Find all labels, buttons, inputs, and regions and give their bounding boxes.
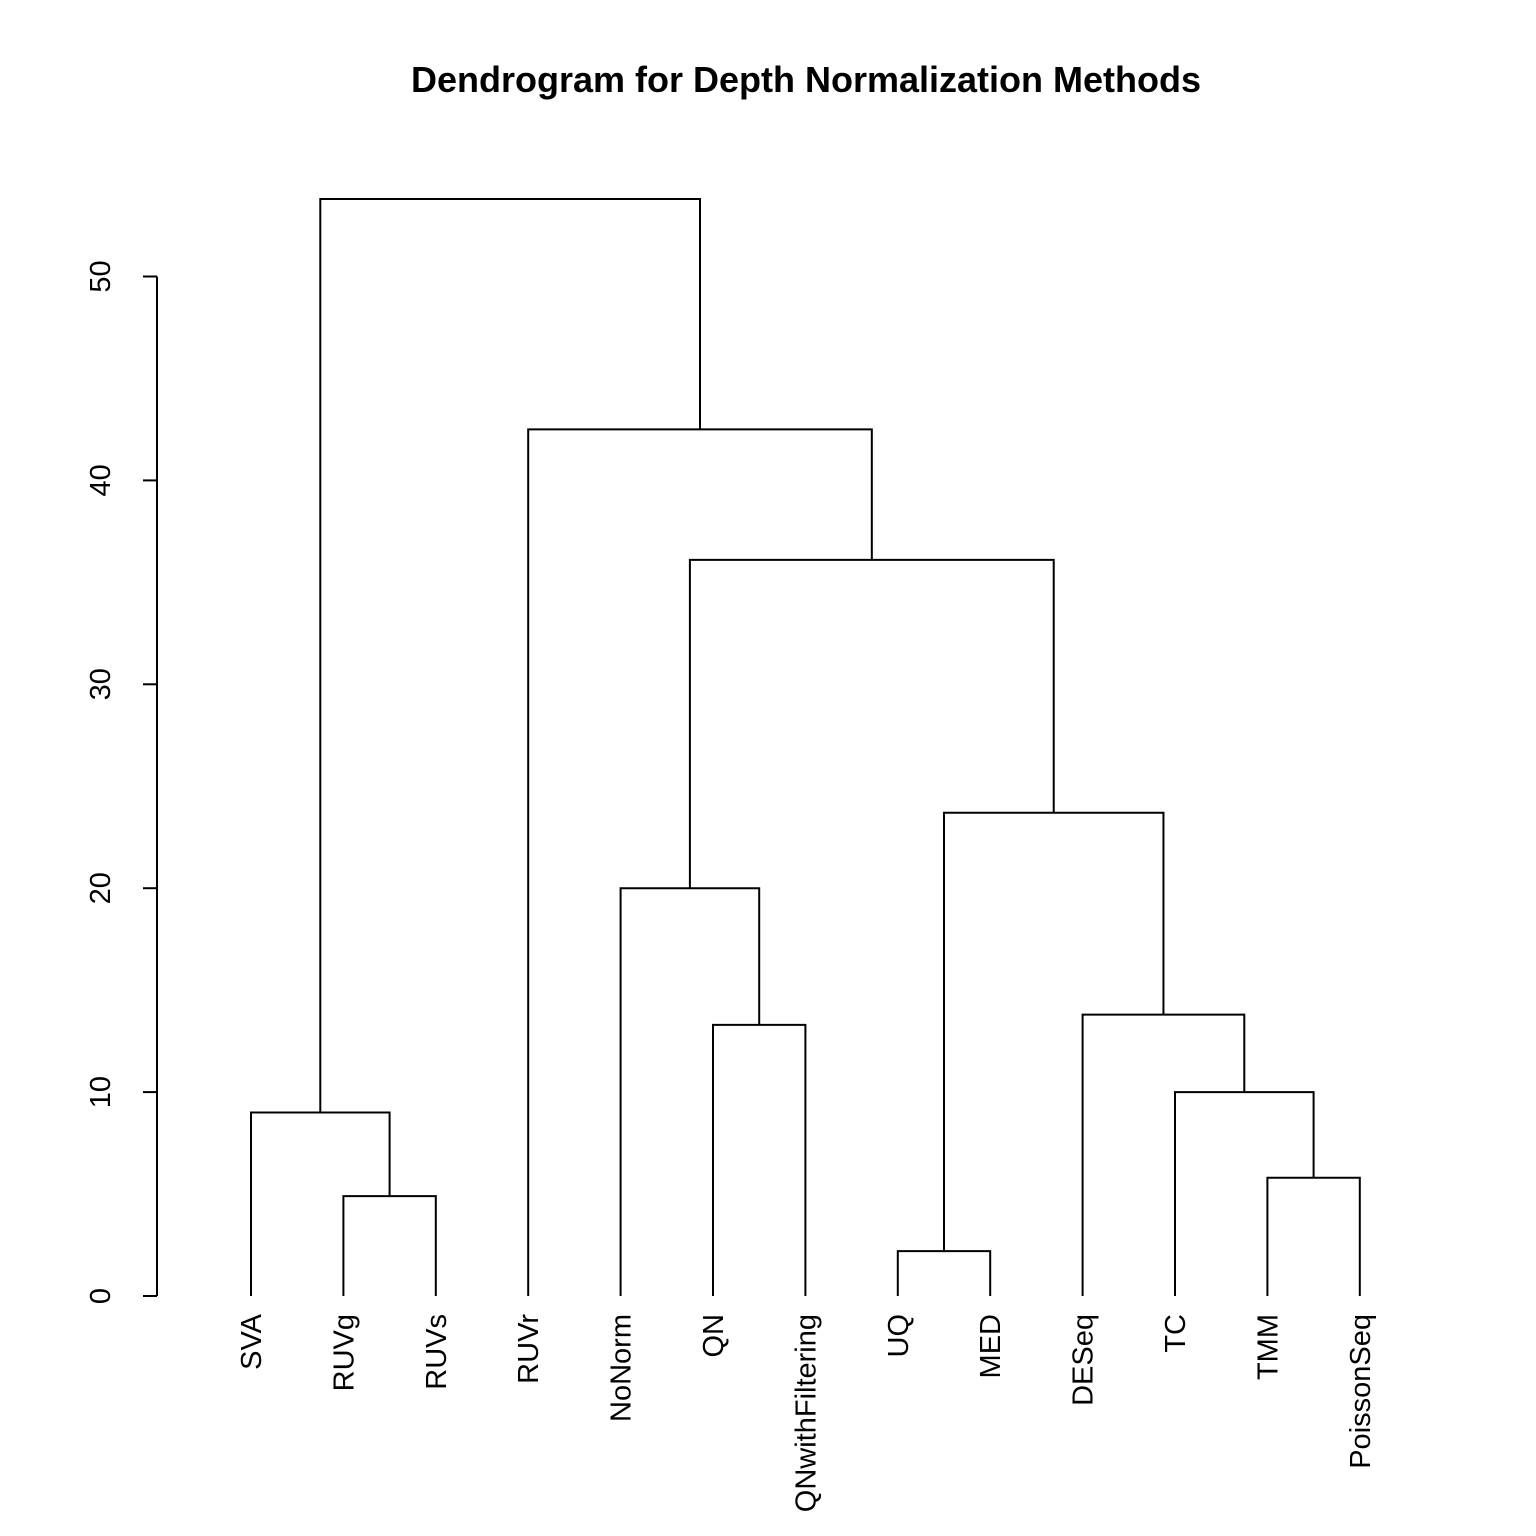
leaf-label: QNwithFiltering (790, 1314, 822, 1512)
leaf-labels: SVA RUVg RUVs RUVr NoNorm QN QNwithFiltering UQ… (236, 1313, 1377, 1512)
merge-branch-m4 (619, 887, 761, 1296)
y-axis: 0 10 20 30 40 50 (85, 260, 158, 1304)
merge-branch-m2 (250, 1111, 391, 1296)
merge-branch-m5 (896, 1250, 992, 1296)
y-tick-label: 0 (85, 1288, 117, 1304)
leaf-label: UQ (883, 1314, 915, 1358)
y-tick-label: 20 (85, 872, 117, 904)
y-tick-label: 30 (85, 668, 117, 700)
dendrogram-tree (250, 198, 1361, 1296)
leaf-label: NoNorm (606, 1314, 638, 1422)
merge-branch-m1 (342, 1195, 437, 1296)
leaf-label: RUVs (421, 1314, 453, 1390)
leaf-label: RUVg (328, 1314, 360, 1391)
leaf-label: DESeq (1068, 1314, 1100, 1406)
chart-title: Dendrogram for Depth Normalization Metho… (411, 59, 1201, 100)
merge-branch-m9 (943, 811, 1165, 1252)
leaf-label: QN (698, 1314, 730, 1358)
merge-branch-m12 (319, 198, 702, 1113)
leaf-label: TC (1160, 1314, 1192, 1353)
y-tick-label: 50 (85, 260, 117, 292)
merge-branch-m8 (1081, 1013, 1246, 1296)
leaf-label: SVA (236, 1313, 268, 1370)
leaf-label: TMM (1252, 1314, 1284, 1380)
leaf-label: MED (975, 1314, 1007, 1378)
merge-branch-m10 (688, 558, 1055, 889)
merge-branch-m6 (1266, 1176, 1361, 1296)
merge-branch-m7 (1174, 1091, 1315, 1296)
leaf-label: RUVr (513, 1314, 545, 1384)
merge-branch-m3 (712, 1023, 807, 1296)
y-tick-label: 10 (85, 1076, 117, 1108)
leaf-label: PoissonSeq (1345, 1314, 1377, 1469)
y-tick-label: 40 (85, 464, 117, 496)
